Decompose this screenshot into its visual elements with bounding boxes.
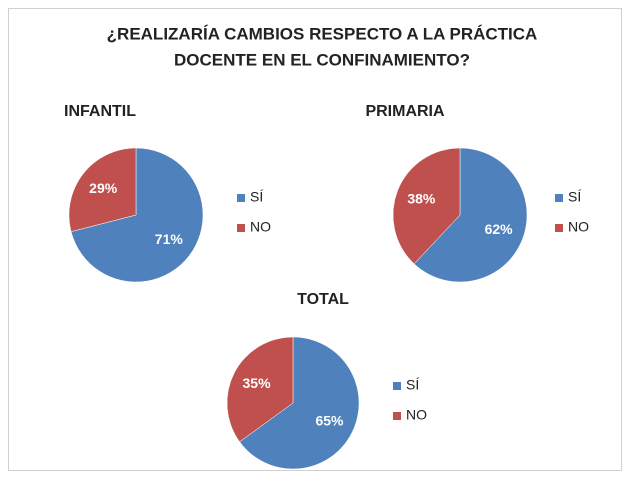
pie-slice bbox=[413, 147, 528, 283]
legend-swatch bbox=[393, 382, 401, 390]
legend-swatch bbox=[555, 224, 563, 232]
legend-swatch bbox=[237, 194, 245, 202]
pie-slice bbox=[70, 147, 204, 283]
pie-slice bbox=[239, 336, 360, 470]
value-label: 38% bbox=[407, 190, 436, 206]
pie-slice bbox=[226, 336, 294, 443]
value-label: 71% bbox=[155, 231, 184, 247]
legend-swatch bbox=[237, 224, 245, 232]
value-label: 65% bbox=[315, 412, 344, 428]
legend-label: NO bbox=[250, 219, 271, 235]
pie-slice bbox=[392, 147, 461, 265]
chart-title: ¿REALIZARÍA CAMBIOS RESPECTO A LA PRÁCTI… bbox=[107, 24, 538, 43]
pie-title: PRIMARIA bbox=[365, 103, 445, 120]
value-label: 35% bbox=[243, 375, 272, 391]
pie-title: TOTAL bbox=[297, 291, 349, 308]
pie-slice bbox=[68, 147, 137, 232]
legend-label: SÍ bbox=[568, 189, 581, 205]
legend-label: SÍ bbox=[406, 377, 419, 393]
legend-label: SÍ bbox=[250, 189, 263, 205]
legend-label: NO bbox=[406, 407, 427, 423]
legend-swatch bbox=[555, 194, 563, 202]
legend-swatch bbox=[393, 412, 401, 420]
value-label: 29% bbox=[89, 180, 118, 196]
value-label: 62% bbox=[485, 221, 514, 237]
pie-title: INFANTIL bbox=[64, 103, 136, 120]
legend-label: NO bbox=[568, 219, 589, 235]
chart-title: DOCENTE EN EL CONFINAMIENTO? bbox=[174, 50, 470, 69]
